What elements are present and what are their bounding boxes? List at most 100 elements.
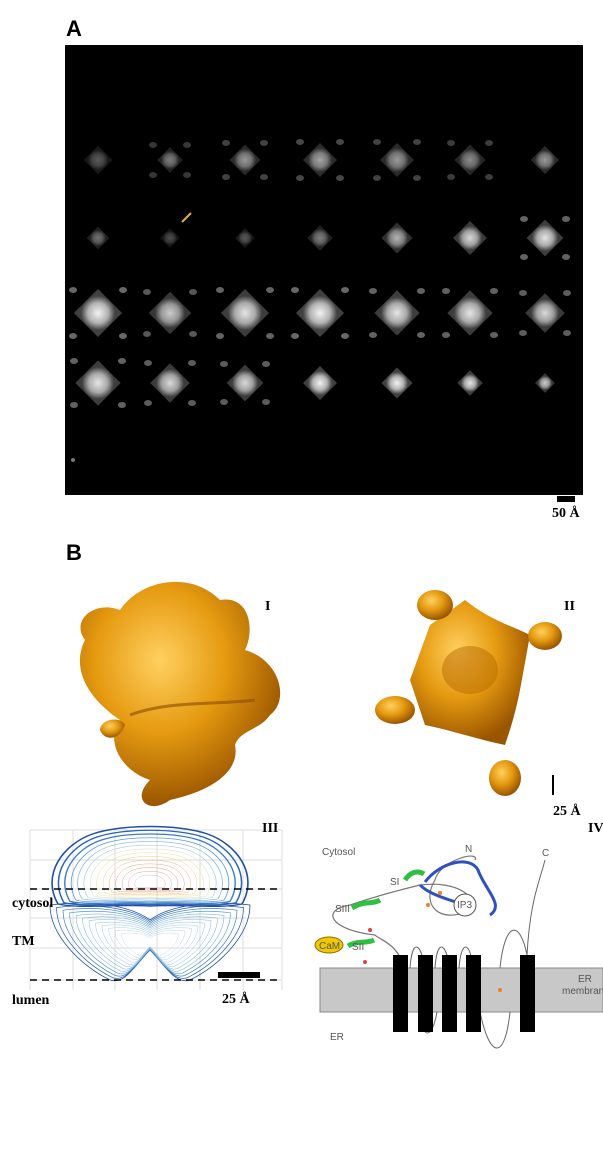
region-label: ER <box>330 1032 344 1043</box>
view-label: IV <box>588 821 603 836</box>
contour <box>84 845 216 899</box>
slice-arm <box>485 174 493 180</box>
contour <box>70 911 231 974</box>
slice-arm <box>262 361 270 367</box>
domain-label: SI <box>390 877 399 888</box>
slice-arm <box>260 174 268 180</box>
slice-arm <box>69 333 77 339</box>
region-label: Cytosol <box>322 847 355 858</box>
contour <box>128 871 171 889</box>
slice-arm <box>222 140 230 146</box>
slice-arm <box>220 399 228 405</box>
slice-arm <box>69 287 77 293</box>
slice-arm <box>189 289 197 295</box>
slice-arm <box>216 287 224 293</box>
slice-arm <box>296 139 304 145</box>
slice-arm <box>149 142 157 148</box>
slice-arm <box>143 331 151 337</box>
slice-arm <box>336 175 344 181</box>
contour <box>76 914 224 971</box>
domain-label: SII <box>352 942 364 953</box>
slice-arm <box>485 140 493 146</box>
view-label: I <box>265 599 270 614</box>
scale-label: 25 Å <box>222 991 251 1007</box>
slice-arm <box>119 333 127 339</box>
terminus-label: N <box>465 844 472 855</box>
slice-arm <box>296 175 304 181</box>
slice-arm <box>442 332 450 338</box>
scale-label: 25 Å <box>553 803 582 819</box>
slice-arm <box>188 400 196 406</box>
slice-arm <box>144 360 152 366</box>
slice-arm <box>519 330 527 336</box>
slice-arm <box>413 139 421 145</box>
view-label: II <box>564 599 575 614</box>
slice-arm <box>183 142 191 148</box>
slice-arm <box>183 172 191 178</box>
contour <box>96 922 205 964</box>
contour <box>122 868 178 891</box>
contour <box>71 838 229 902</box>
region-label: cytosol <box>12 896 53 911</box>
slice-arm <box>189 331 197 337</box>
slice-arm <box>369 332 377 338</box>
slice-arm <box>291 333 299 339</box>
slice-arm <box>562 216 570 222</box>
membrane-label: membrane <box>562 986 603 997</box>
contour <box>56 906 243 979</box>
ligand-label: IP3 <box>457 900 472 911</box>
slice-arm <box>144 400 152 406</box>
figure: A 50 Å B I II 25 Å III cytosol TM lumen … <box>0 0 603 1150</box>
slice-arm <box>70 402 78 408</box>
slice-arm <box>291 287 299 293</box>
contour <box>63 909 237 977</box>
slice-arm <box>417 332 425 338</box>
surface-view-1 <box>80 582 280 806</box>
ligand-label: CaM <box>319 941 340 952</box>
slice <box>71 458 75 462</box>
contour <box>116 864 185 892</box>
scale-bar <box>218 972 260 978</box>
slice-arm <box>563 290 571 296</box>
domain-label: SIII <box>335 904 350 915</box>
slice-arm <box>369 288 377 294</box>
panel-label: A <box>66 16 82 41</box>
region-label: TM <box>12 934 35 949</box>
slice-arm <box>413 175 421 181</box>
contour-map <box>50 827 250 981</box>
region-label: lumen <box>12 993 50 1008</box>
slice-arm <box>262 399 270 405</box>
slice-arm <box>562 254 570 260</box>
slice-arm <box>216 333 224 339</box>
scale-bar <box>557 496 575 502</box>
slice-arm <box>118 358 126 364</box>
slice-arm <box>563 330 571 336</box>
slice-arm <box>266 333 274 339</box>
slice-arm <box>520 216 528 222</box>
surface-view-2 <box>375 590 562 796</box>
slice-arm <box>222 174 230 180</box>
slice-arm <box>519 290 527 296</box>
slice-arm <box>220 361 228 367</box>
panel-label: B <box>66 540 82 565</box>
slice-arm <box>490 332 498 338</box>
terminus-label: C <box>542 848 549 859</box>
slice-arm <box>143 289 151 295</box>
slice-arm <box>260 140 268 146</box>
slice-arm <box>188 360 196 366</box>
slice-arm <box>490 288 498 294</box>
slice-arm <box>149 172 157 178</box>
membrane-label: ER <box>578 974 592 985</box>
scale-label: 50 Å <box>552 505 581 521</box>
slice-arm <box>417 288 425 294</box>
slice-arm <box>447 140 455 146</box>
contour <box>135 875 165 887</box>
slice-arm <box>447 174 455 180</box>
slice-arm <box>341 333 349 339</box>
view-label: III <box>262 821 278 836</box>
slice-arm <box>70 358 78 364</box>
slice-arm <box>373 175 381 181</box>
contour <box>109 928 192 960</box>
slice-arm <box>373 139 381 145</box>
slice-arm <box>520 254 528 260</box>
